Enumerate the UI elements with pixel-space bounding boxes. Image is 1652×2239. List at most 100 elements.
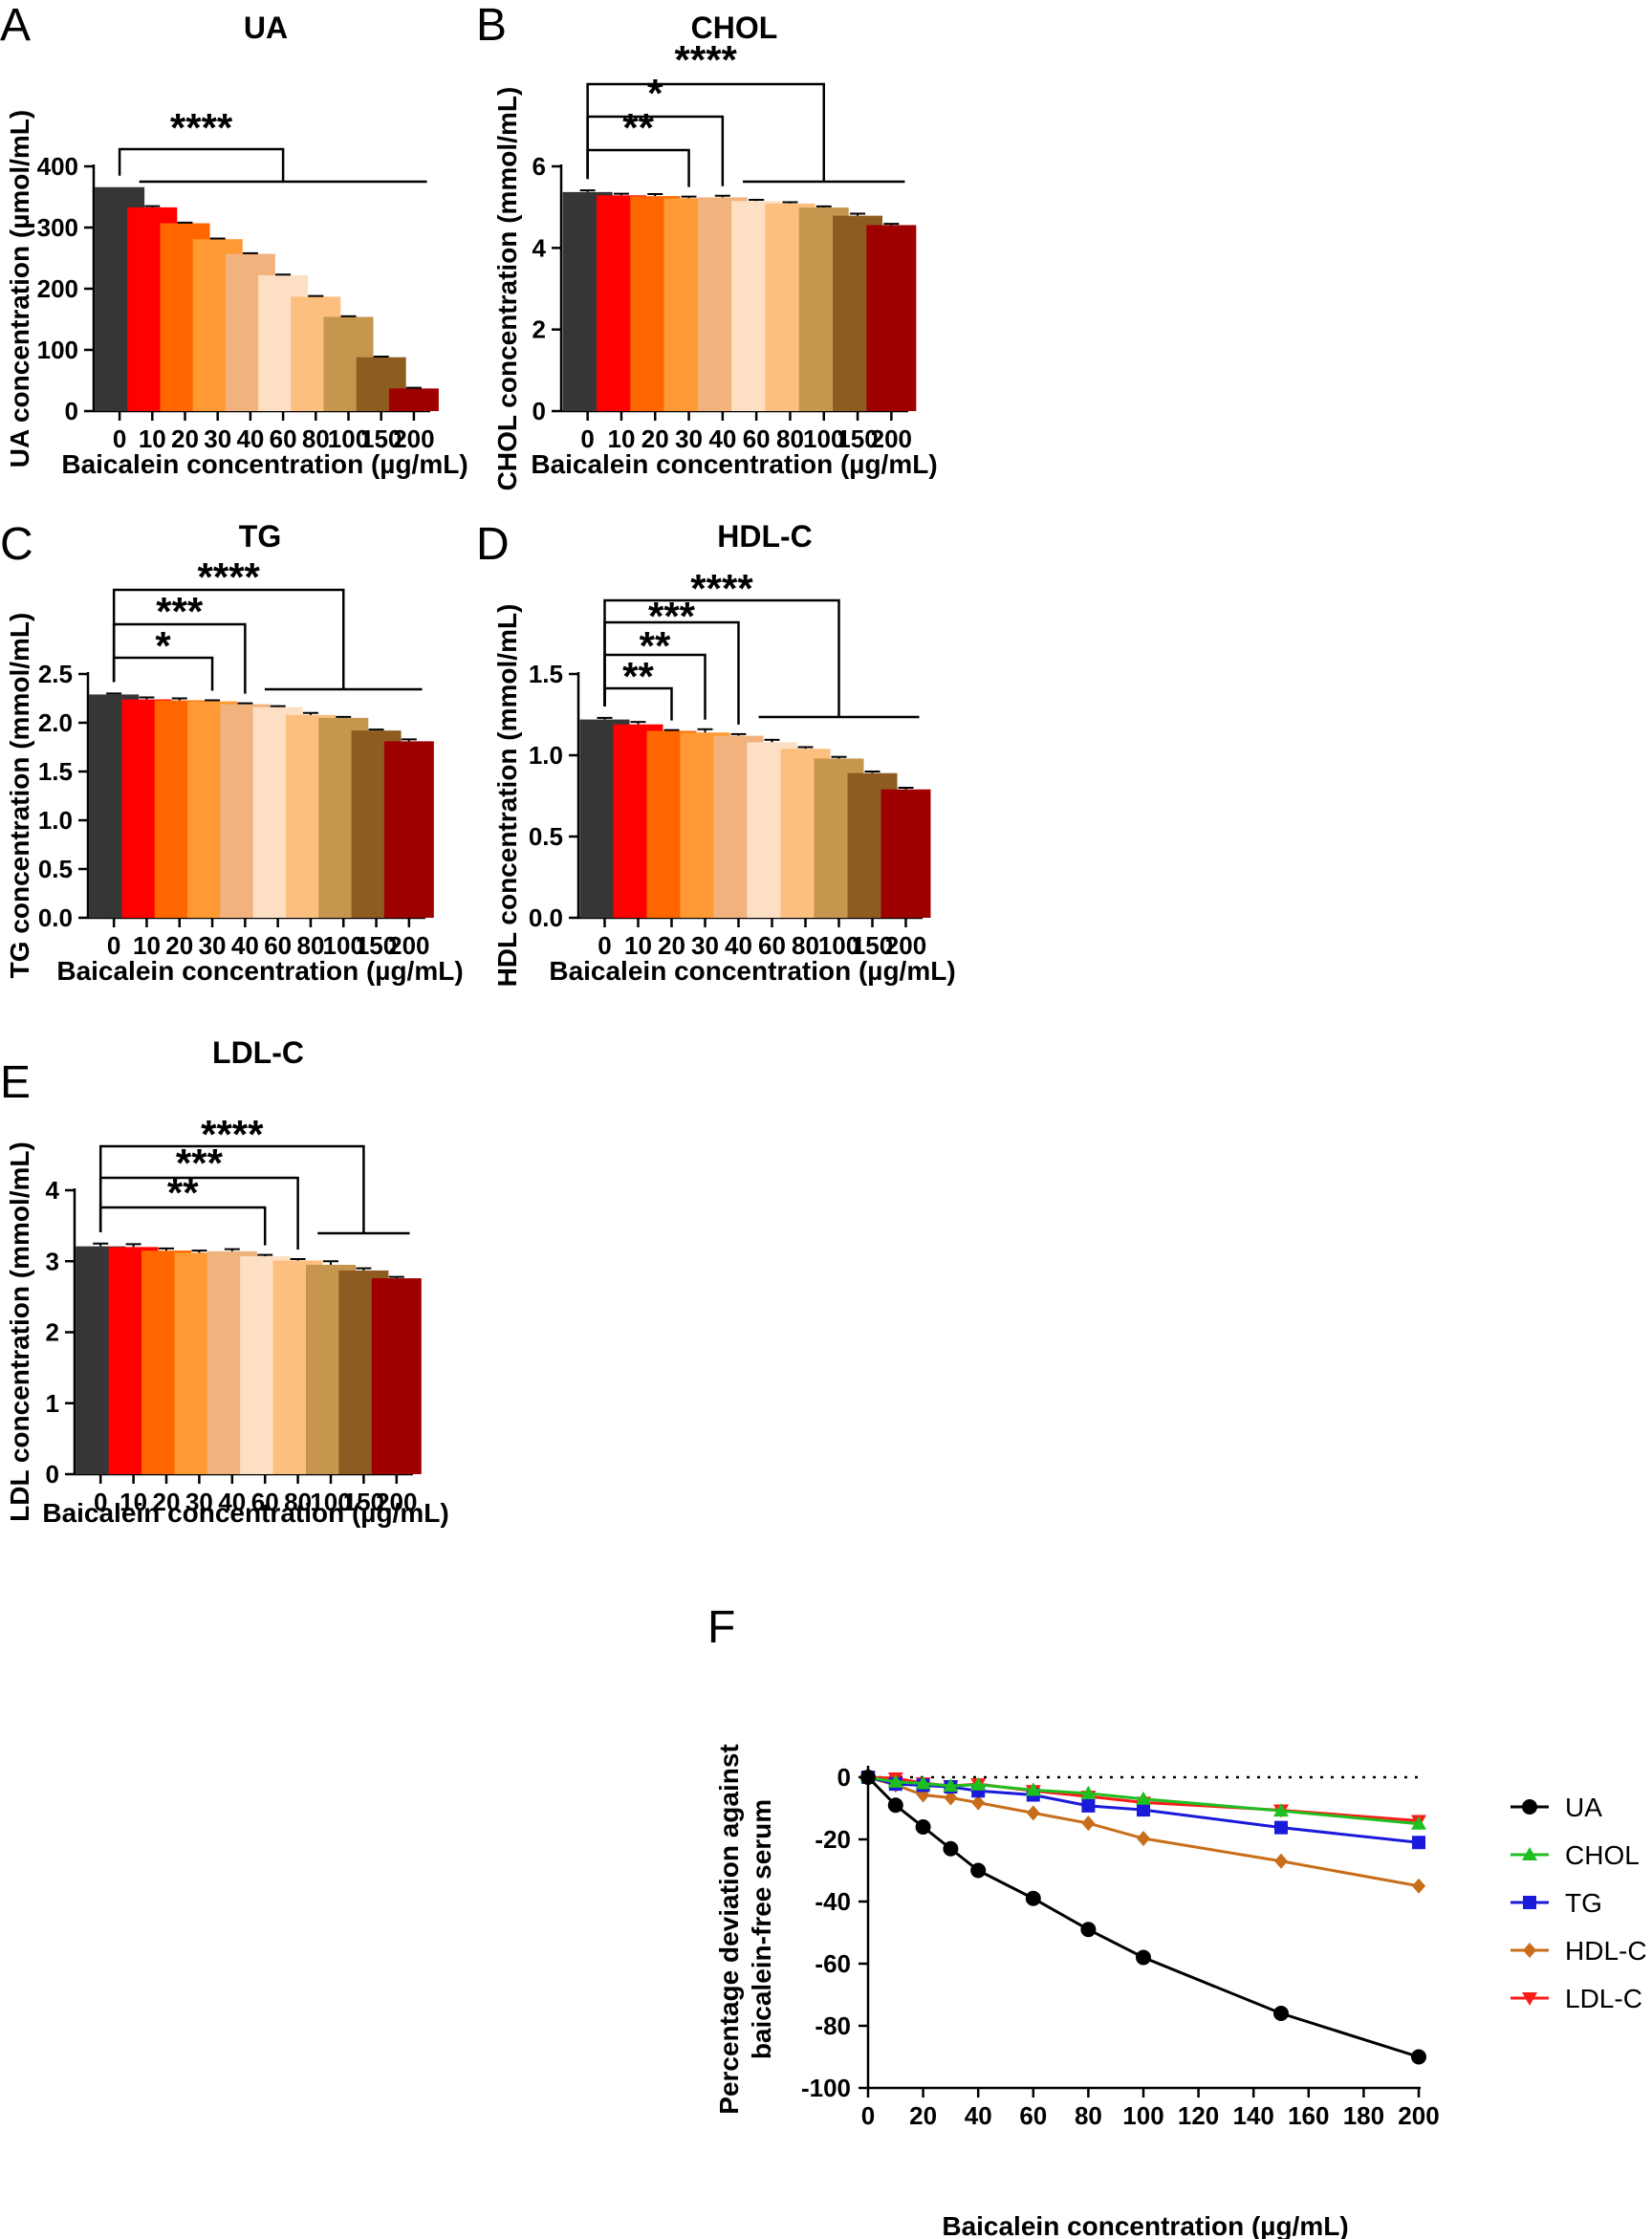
- significance-stars: ***: [176, 1141, 224, 1185]
- data-point: [970, 1862, 987, 1879]
- significance-bracket: [603, 598, 840, 717]
- data-point: [943, 1778, 959, 1793]
- chart-title: CHOL: [691, 11, 778, 45]
- bar: [371, 1278, 422, 1474]
- legend-marker: [1522, 1992, 1537, 2006]
- x-tick-label: 80: [792, 931, 819, 960]
- x-tick-label: 60: [758, 931, 786, 960]
- data-point: [1137, 1803, 1150, 1817]
- y-tick-label: 6: [533, 152, 546, 181]
- bar: [383, 741, 434, 918]
- significance-stars: ****: [675, 37, 738, 82]
- x-tick-label: 20: [909, 2101, 937, 2130]
- legend-marker: [1522, 1799, 1537, 1815]
- legend-label: TG: [1565, 1888, 1602, 1918]
- data-point: [915, 1775, 931, 1790]
- panel-label: C: [0, 519, 33, 570]
- data-point: [887, 1773, 903, 1788]
- legend-marker: [1523, 1896, 1536, 1909]
- x-tick-label: 200: [393, 424, 434, 453]
- significance-bracket: [118, 147, 285, 182]
- significance-stars: ****: [690, 566, 753, 611]
- data-point: [1412, 1878, 1425, 1894]
- legend-marker: [1523, 1943, 1536, 1958]
- y-tick-label: -80: [815, 2011, 851, 2040]
- y-tick-label: 0: [46, 1460, 59, 1489]
- y-tick-label: 0.5: [38, 855, 73, 883]
- x-tick-label: 20: [171, 424, 199, 453]
- data-point: [1026, 1805, 1040, 1821]
- data-point: [1411, 2049, 1426, 2065]
- x-axis-label: Baicalein concentration (µg/mL): [42, 1498, 448, 1528]
- y-tick-label: 4: [46, 1176, 60, 1205]
- significance-stars: **: [622, 654, 654, 699]
- y-tick-label: 0: [533, 397, 546, 425]
- x-tick-label: 60: [251, 1488, 279, 1516]
- x-tick-label: 30: [199, 931, 227, 960]
- panel-c: C TG 0.0 0.5 1.0 1.5 2.0 2.5 0 10 20 30 40 60 80100150…: [0, 519, 464, 986]
- data-point: [1136, 1791, 1151, 1805]
- data-point: [860, 1770, 876, 1785]
- x-tick-label: 10: [120, 1488, 147, 1516]
- x-tick-label: 10: [133, 931, 161, 960]
- significance-stars: ****: [198, 554, 261, 599]
- y-axis-label: UA concentration (µmol/mL): [5, 110, 34, 467]
- series-line: [867, 1775, 1420, 1888]
- x-axis-label: Baicalein concentration (µg/mL): [531, 449, 937, 479]
- x-tick-label: 40: [231, 931, 259, 960]
- legend-label: LDL-C: [1565, 1984, 1642, 2013]
- data-point: [1136, 1949, 1151, 1966]
- y-tick-label: -100: [801, 2074, 851, 2102]
- x-tick-label: 200: [1398, 2101, 1439, 2130]
- x-tick-label: 20: [165, 931, 193, 960]
- bar: [388, 388, 439, 411]
- x-tick-label: 150: [837, 424, 878, 453]
- legend-label: HDL-C: [1565, 1936, 1647, 1966]
- x-tick-label: 20: [658, 931, 685, 960]
- significance-bracket: [98, 1144, 365, 1233]
- x-axis-label: Baicalein concentration (µg/mL): [61, 449, 467, 479]
- x-axis-label: Baicalein concentration (µg/mL): [56, 956, 463, 986]
- y-tick-label: 300: [37, 213, 78, 242]
- significance-bracket: [586, 115, 725, 186]
- y-axis-label: TG concentration (mmol/mL): [5, 613, 34, 979]
- chart-title: TG: [239, 519, 281, 554]
- data-point: [1273, 1803, 1289, 1817]
- x-tick-label: 30: [675, 424, 703, 453]
- x-tick-label: 80: [296, 931, 324, 960]
- x-tick-label: 30: [691, 931, 719, 960]
- y-tick-label: 2.5: [38, 660, 73, 688]
- x-tick-label: 150: [356, 931, 397, 960]
- data-point: [944, 1790, 958, 1806]
- x-tick-label: 200: [388, 931, 429, 960]
- x-tick-label: 150: [343, 1488, 384, 1516]
- data-point: [971, 1794, 986, 1811]
- legend-marker: [1522, 1847, 1537, 1860]
- significance-bracket: [112, 622, 247, 694]
- significance-bracket: [586, 148, 690, 187]
- x-tick-label: 0: [580, 424, 594, 453]
- x-tick-label: 100: [1122, 2101, 1163, 2130]
- significance-stars: **: [622, 105, 654, 150]
- data-point: [1137, 1831, 1150, 1847]
- x-tick-label: 40: [236, 424, 264, 453]
- x-tick-label: 150: [360, 424, 402, 453]
- data-point: [1274, 1820, 1288, 1835]
- panel-d: D HDL-C 0.0 0.5 1.0 1.5 0 10 20 30 40 60 80100150200…: [476, 519, 956, 987]
- y-tick-label: 1.5: [38, 757, 73, 786]
- y-tick-label: 2: [533, 315, 546, 344]
- chart-title: HDL-C: [717, 519, 813, 554]
- x-tick-label: 30: [185, 1488, 213, 1516]
- data-point: [887, 1797, 903, 1814]
- y-tick-label: 0: [65, 397, 78, 425]
- x-tick-label: 80: [1075, 2101, 1102, 2130]
- significance-stars: *: [155, 623, 171, 668]
- data-point: [1025, 1890, 1041, 1906]
- x-tick-label: 180: [1343, 2101, 1384, 2130]
- y-tick-label: -40: [815, 1887, 851, 1916]
- x-tick-label: 80: [776, 424, 804, 453]
- x-tick-label: 140: [1233, 2101, 1274, 2130]
- x-tick-label: 40: [218, 1488, 246, 1516]
- x-axis-label: Baicalein concentration (µg/mL): [549, 956, 955, 986]
